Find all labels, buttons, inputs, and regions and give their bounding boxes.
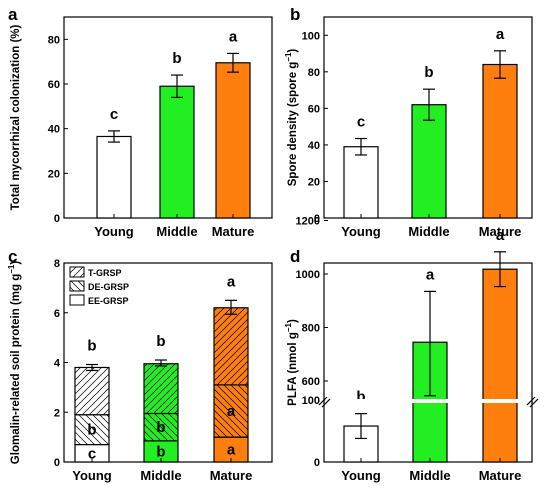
y-tick-label: 80: [48, 34, 60, 46]
y-tick-label: 20: [308, 176, 320, 188]
significance-label: c: [357, 114, 365, 131]
x-category-label: Mature: [210, 468, 253, 483]
bar-segment-t-grsp-hatch: [144, 363, 178, 414]
y-axis-label: Spore density (spore g−1): [284, 49, 299, 187]
panel-letter: c: [8, 247, 17, 266]
y-axis-label: PLFA (nmol g−1): [284, 319, 299, 406]
panel-letter: d: [290, 247, 300, 266]
bar-segment-t-grsp-hatch: [214, 307, 248, 385]
axis-break-mark: [526, 396, 536, 406]
x-category-label: Young: [341, 224, 381, 239]
y-tick-label: 100: [302, 395, 320, 407]
bar-segment-de-grsp-hatch: [75, 414, 109, 445]
legend-swatch: [69, 280, 85, 292]
panel-letter: b: [290, 5, 300, 24]
legend-label: EE-GRSP: [88, 296, 129, 306]
bar-segment-de-grsp-hatch: [214, 384, 248, 438]
significance-label: a: [227, 273, 236, 290]
y-tick-label: 60: [48, 79, 60, 91]
x-category-label: Young: [341, 468, 381, 483]
bar-segment-de-grsp-hatch: [144, 413, 178, 441]
axis-break-mark: [318, 396, 328, 406]
significance-label: c: [110, 106, 118, 123]
panel-letter: a: [8, 5, 18, 24]
x-category-label: Mature: [479, 468, 522, 483]
x-category-label: Young: [94, 224, 134, 239]
bar: [482, 268, 518, 463]
legend-swatch: [69, 266, 85, 278]
bar: [96, 135, 132, 219]
y-tick-label: 1200: [296, 216, 320, 228]
bar: [411, 104, 447, 219]
significance-label: a: [496, 26, 505, 43]
x-category-label: Middle: [156, 224, 197, 239]
y-tick-label: 2: [54, 407, 60, 419]
x-category-label: Middle: [140, 468, 181, 483]
legend-label: T-GRSP: [88, 268, 122, 278]
significance-label: a: [229, 28, 238, 45]
significance-label: a: [496, 227, 505, 244]
y-axis-label: Total mycorrhizal colonization (%): [10, 24, 22, 210]
significance-label-de-grsp: a: [227, 403, 236, 420]
panel-a-chart: a 0 20 40 60 80 c b a Young Middle Mature Total myco…: [8, 5, 273, 239]
y-tick-label: 1000: [296, 269, 320, 281]
y-tick-label: 20: [48, 168, 60, 180]
y-tick-label: 40: [48, 124, 60, 136]
bar-segment-t-grsp-hatch: [75, 367, 109, 415]
y-tick-label: 0: [314, 457, 320, 469]
bar-segment-ee-grsp: [213, 436, 249, 463]
legend-swatch: [69, 294, 85, 306]
x-category-label: Mature: [479, 224, 522, 239]
significance-label: b: [156, 333, 165, 350]
y-tick-label: 60: [308, 103, 320, 115]
axis-break-band: [325, 399, 531, 403]
y-tick-label: 0: [314, 213, 320, 225]
significance-label: b: [172, 50, 181, 67]
x-category-label: Middle: [409, 468, 450, 483]
y-tick-label: 100: [302, 30, 320, 42]
significance-label-ee-grsp: c: [88, 445, 96, 462]
bar: [159, 85, 195, 219]
significance-label: b: [424, 64, 433, 81]
x-category-label: Mature: [212, 224, 255, 239]
y-tick-label: 80: [308, 67, 320, 79]
significance-label-ee-grsp: b: [156, 443, 165, 460]
bar: [215, 62, 251, 219]
axis-break-mark: [321, 398, 331, 408]
y-tick-label: 0: [54, 457, 60, 469]
axis-break-mark: [529, 398, 539, 408]
significance-label-ee-grsp: a: [227, 442, 236, 459]
y-tick-label: 600: [302, 376, 320, 388]
panel-b-chart: b 0 20 40 60 80 100 c b a Young Middle Mature Spore d…: [284, 5, 533, 239]
y-tick-label: 800: [302, 323, 320, 335]
x-category-label: Middle: [408, 224, 449, 239]
y-axis-label: Glomalin-related soil protein (mg g−1): [7, 261, 22, 465]
bar: [343, 146, 379, 219]
significance-label: b: [356, 389, 365, 406]
significance-label-de-grsp: b: [87, 422, 96, 439]
significance-label: b: [87, 337, 96, 354]
panel-d-chart: d 0 100 600 800 1000 1200 b a a Young Middle Mature P…: [284, 216, 539, 483]
y-tick-label: 40: [308, 140, 320, 152]
x-category-label: Young: [72, 468, 112, 483]
y-tick-label: 4: [54, 358, 61, 370]
y-tick-label: 0: [54, 213, 60, 225]
bar: [482, 63, 518, 219]
significance-label: a: [426, 266, 435, 283]
y-tick-label: 8: [54, 258, 60, 270]
legend-label: DE-GRSP: [88, 282, 129, 292]
y-tick-label: 6: [54, 308, 60, 320]
significance-label-de-grsp: b: [156, 419, 165, 436]
